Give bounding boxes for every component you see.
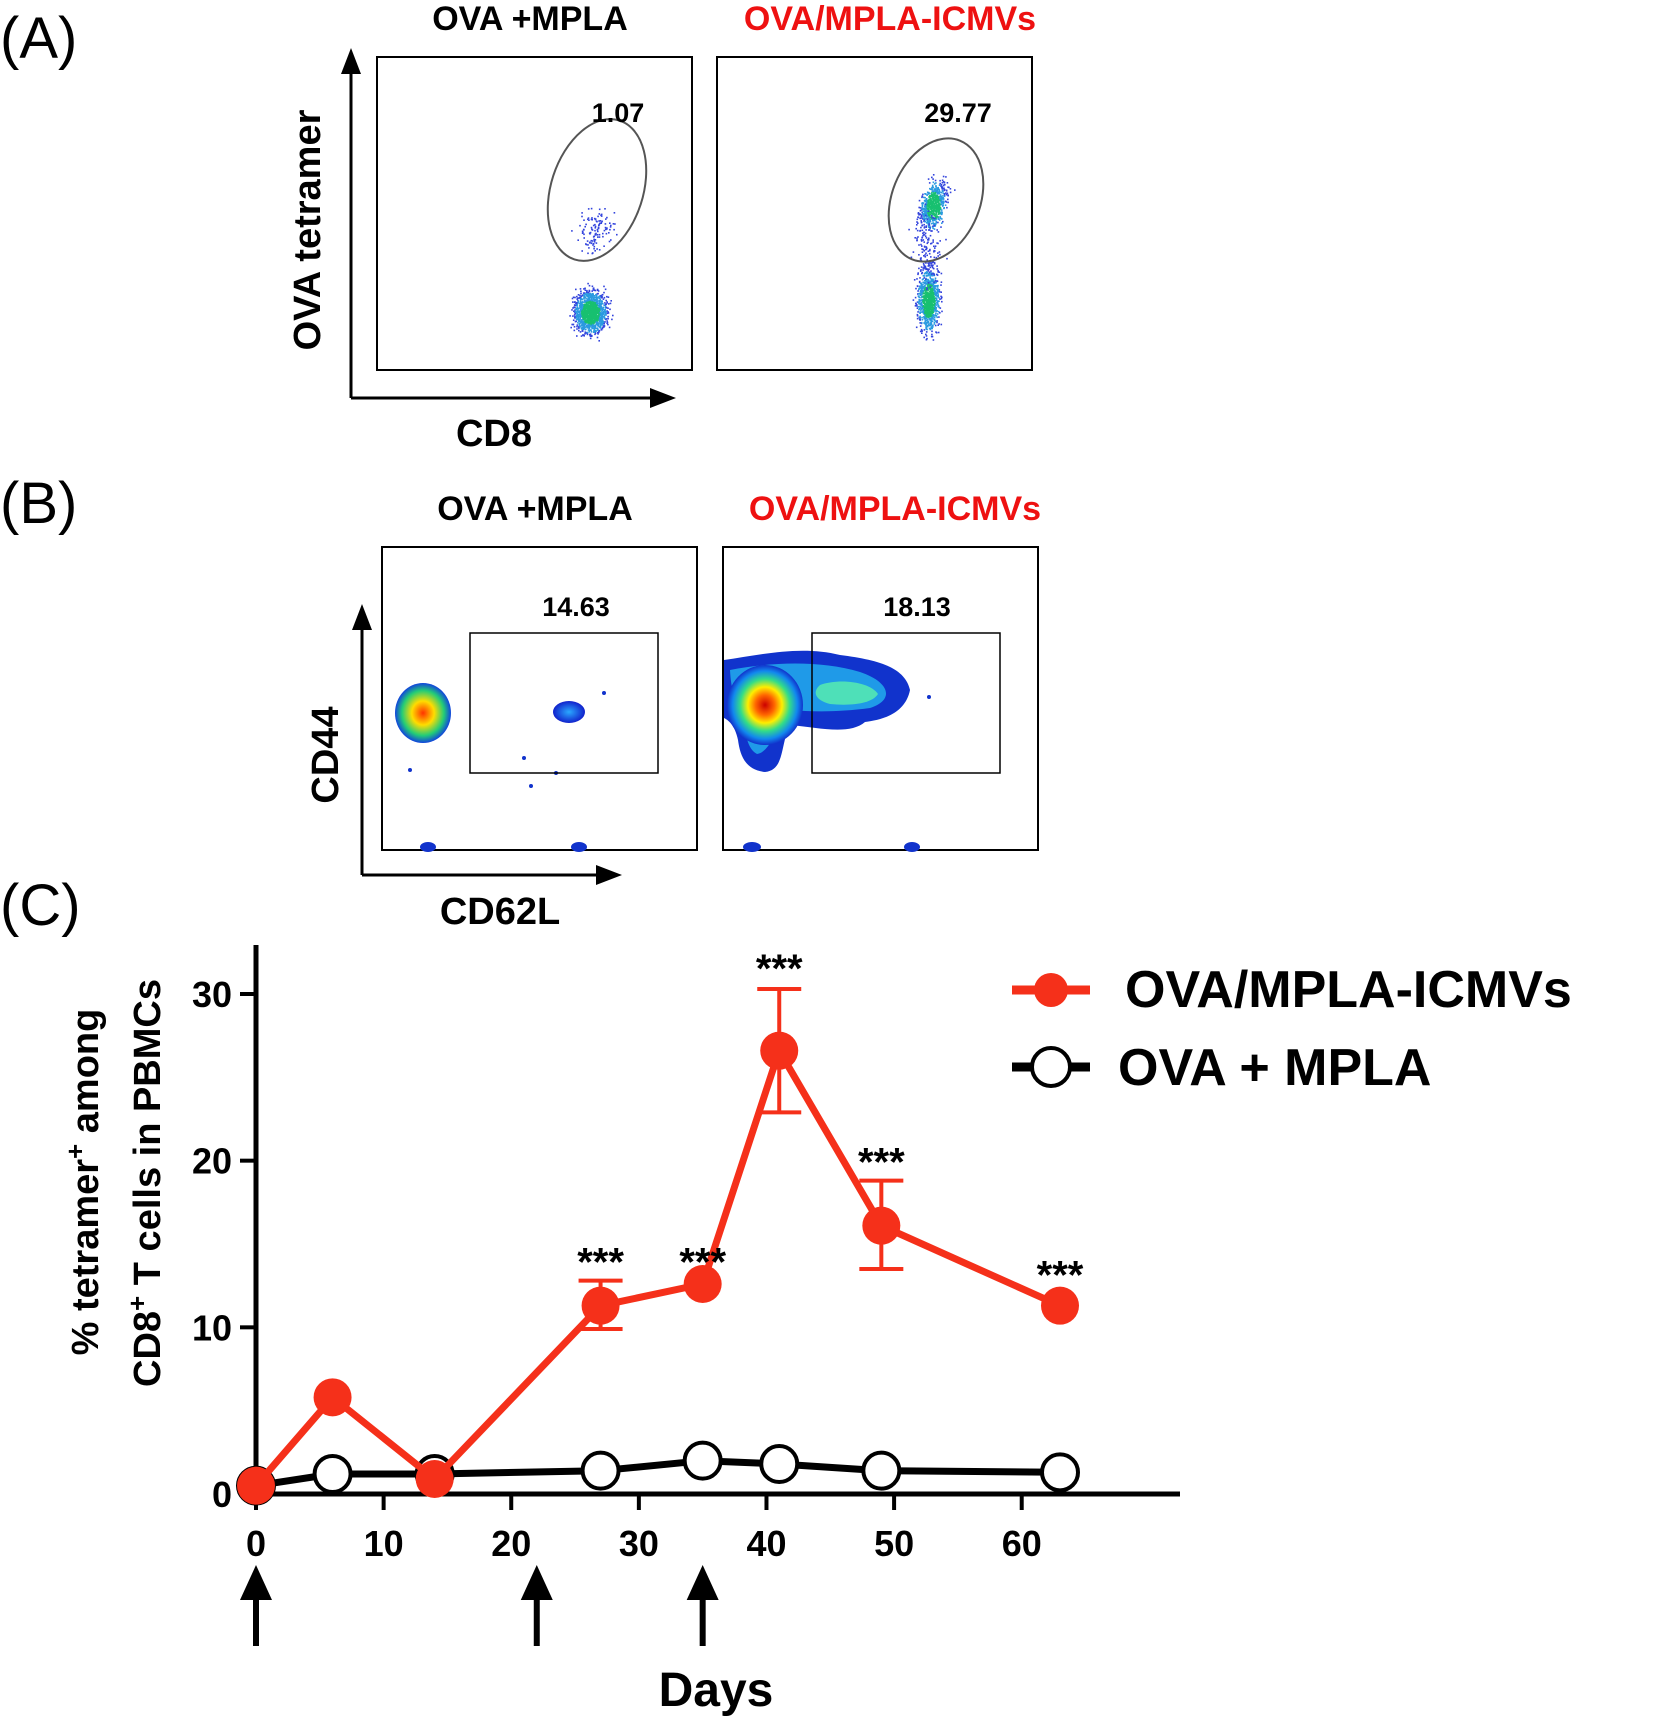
- immunization-arrow-head: [520, 1565, 553, 1600]
- panel-b-right-gate: [811, 632, 1001, 774]
- panel-b-left-title: OVA +MPLA: [437, 490, 633, 528]
- panel-a-left-plot: [376, 56, 693, 371]
- data-point: [759, 1444, 800, 1484]
- panel-b-left-contours: [395, 683, 606, 852]
- panel-a-right-gate-value: 29.77: [924, 98, 992, 128]
- panel-a-ylabel: OVA tetramer: [287, 109, 329, 350]
- data-point: [862, 1206, 901, 1245]
- immunization-arrows: [240, 1565, 719, 1646]
- panel-c-ylabel-line2: CD8+ T cells in PBMCs: [122, 979, 169, 1387]
- significance-annotation: ***: [858, 1140, 905, 1184]
- panel-a-left-gate: [546, 118, 648, 262]
- data-point: [415, 1460, 454, 1498]
- x-tick-label: 10: [364, 1523, 404, 1564]
- panel-a-label: (A): [0, 6, 77, 71]
- panel-a-right-plot: [716, 56, 1033, 371]
- y-tick-label: 20: [192, 1141, 232, 1182]
- y-tick-label: 10: [192, 1307, 232, 1348]
- data-point: [682, 1440, 723, 1481]
- immunization-arrow-head: [686, 1565, 719, 1600]
- chart-axes: 0 10 20 30 0 10 20 30 40 50 60: [192, 945, 1180, 1564]
- legend-black-label: OVA + MPLA: [1118, 1039, 1431, 1097]
- panel-b-xlabel: CD62L: [440, 891, 560, 933]
- panel-b-ylabel: CD44: [305, 706, 347, 803]
- panel-b-left-gate: [469, 632, 659, 774]
- panel-b-right-title: OVA/MPLA-ICMVs: [749, 490, 1041, 528]
- panel-a-xlabel: CD8: [456, 413, 532, 455]
- data-point: [683, 1265, 722, 1303]
- series-line: [255, 1457, 1061, 1490]
- panel-c-ylabel-line1: % tetramer+ among: [60, 1009, 107, 1356]
- panel-b-label: (B): [0, 471, 77, 536]
- significance-annotation: ***: [679, 1240, 726, 1284]
- panel-a-left-dots: [569, 207, 618, 342]
- panel-b-right-gate-value: 18.13: [883, 592, 951, 622]
- chart-series-red: [237, 987, 1079, 1505]
- data-point: [313, 1378, 352, 1417]
- legend-red-label: OVA/MPLA-ICMVs: [1125, 961, 1572, 1019]
- data-point: [1040, 1452, 1080, 1493]
- ylabel1-sup: +: [60, 1144, 90, 1159]
- series-line: [253, 1047, 1062, 1488]
- data-point: [581, 1286, 620, 1325]
- chart-annotations: *** *** *** *** ***: [577, 947, 1084, 1298]
- panel-b-x-arrowhead: [596, 865, 622, 885]
- panel-b-right-contours: [724, 650, 931, 852]
- data-point: [861, 1450, 902, 1491]
- panel-c-xlabel: Days: [659, 1664, 774, 1717]
- x-tick-label: 60: [1002, 1523, 1042, 1564]
- significance-annotation: ***: [756, 947, 803, 991]
- panel-a-right-title: OVA/MPLA-ICMVs: [744, 0, 1036, 38]
- ylabel2-pre: CD8: [127, 1311, 169, 1387]
- data-point: [237, 1466, 275, 1505]
- panel-a-left-gate-value: 1.07: [592, 98, 645, 128]
- ylabel1-pre: % tetramer: [65, 1159, 107, 1356]
- x-tick-label: 40: [746, 1523, 786, 1564]
- legend-red-marker: [1034, 973, 1068, 1007]
- panel-a: (A) OVA +MPLA OVA/MPLA-ICMVs CD8 OVA tet…: [0, 0, 1036, 455]
- significance-annotation: ***: [577, 1240, 624, 1284]
- panel-a-left-title: OVA +MPLA: [432, 0, 628, 38]
- panel-c-label: (C): [0, 873, 81, 938]
- panel-b: (B) OVA +MPLA OVA/MPLA-ICMVs CD62L CD44 …: [0, 471, 1041, 933]
- ylabel2-sup: +: [122, 1296, 152, 1311]
- immunization-arrow-head: [240, 1565, 272, 1600]
- ylabel2-post: T cells in PBMCs: [127, 979, 169, 1296]
- chart-legend: OVA/MPLA-ICMVs OVA + MPLA: [1012, 961, 1572, 1097]
- legend-black-marker: [1030, 1046, 1072, 1088]
- x-tick-label: 30: [619, 1523, 659, 1564]
- panel-a-right-gate: [887, 137, 985, 263]
- y-tick-label: 0: [212, 1474, 232, 1515]
- x-tick-label: 0: [246, 1523, 266, 1564]
- panel-b-y-arrowhead: [352, 604, 372, 630]
- x-tick-label: 50: [874, 1523, 914, 1564]
- x-tick-label: 20: [491, 1523, 531, 1564]
- panel-c: (C) % tetramer+ among CD8+ T cells in PB…: [0, 873, 1572, 1717]
- y-tick-label: 30: [192, 974, 232, 1015]
- data-point: [760, 1031, 799, 1070]
- panel-a-x-arrowhead: [650, 388, 676, 408]
- data-point: [312, 1454, 353, 1494]
- panel-b-left-gate-value: 14.63: [542, 592, 610, 622]
- significance-annotation: ***: [1037, 1254, 1084, 1298]
- ylabel1-post: among: [65, 1009, 107, 1144]
- panel-a-right-dots: [908, 174, 956, 341]
- data-point: [1041, 1286, 1079, 1325]
- data-point: [580, 1450, 621, 1491]
- panel-a-y-arrowhead: [341, 48, 361, 74]
